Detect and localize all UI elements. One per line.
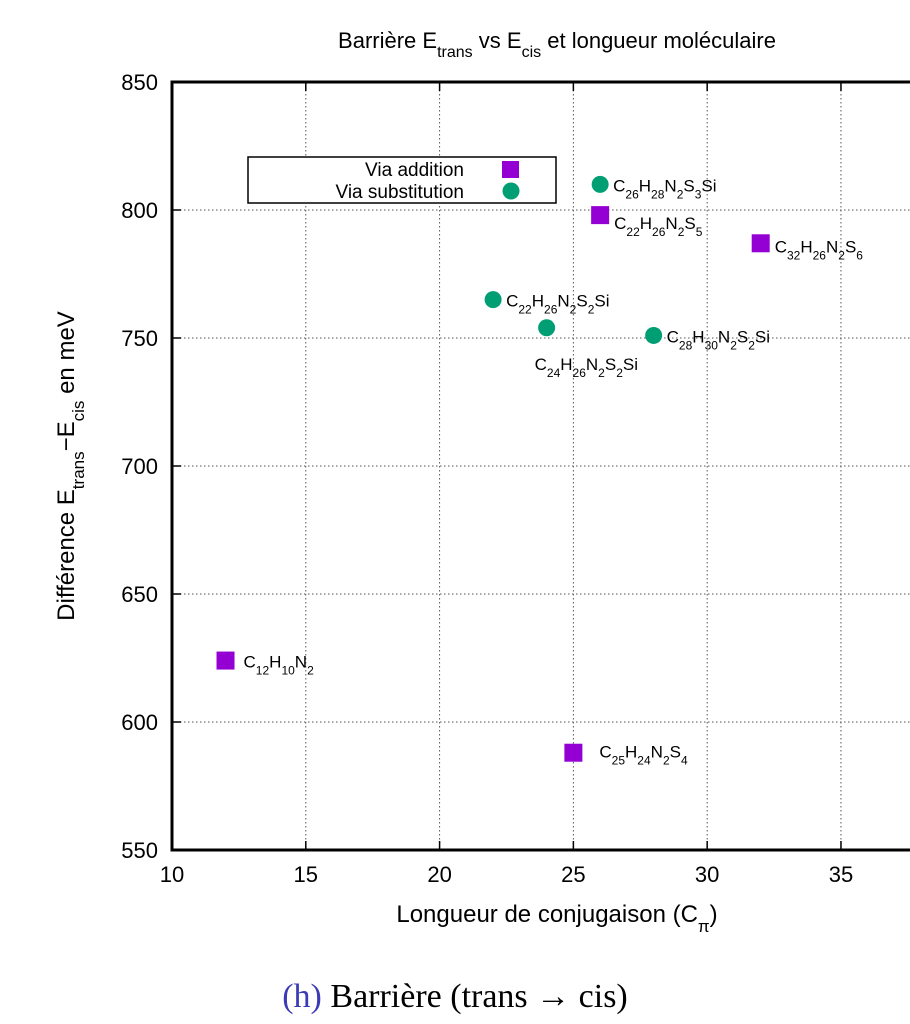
- legend-marker-circle: [502, 182, 520, 200]
- y-tick-label: 650: [121, 582, 158, 607]
- data-point-square: [564, 743, 583, 762]
- legend-entry-label: Via addition: [365, 160, 464, 181]
- x-tick-label: 35: [829, 862, 853, 887]
- chart-title: Barrière Etrans vs Ecis et longueur molé…: [338, 28, 776, 61]
- y-tick-label: 750: [121, 326, 158, 351]
- caption-text: Barrière (trans → cis): [321, 978, 628, 1015]
- y-tick-label: 850: [121, 70, 158, 95]
- data-point-square: [751, 234, 770, 253]
- legend-marker-square: [502, 161, 519, 178]
- data-point-circle: [538, 319, 556, 337]
- x-tick-label: 15: [294, 862, 318, 887]
- point-label: C12H10N2: [244, 653, 315, 678]
- point-label: C22H26N2S5: [614, 214, 703, 239]
- x-tick-label: 30: [695, 862, 719, 887]
- y-tick-label: 800: [121, 198, 158, 223]
- point-label: C24H26N2S2Si: [535, 355, 638, 380]
- x-tick-label: 10: [160, 862, 184, 887]
- legend-entry-label: Via substitution: [335, 182, 464, 203]
- point-label: C26H28N2S3Si: [613, 176, 716, 201]
- x-tick-label: 20: [427, 862, 451, 887]
- x-axis-label: Longueur de conjugaison (Cπ): [396, 901, 717, 936]
- caption-label: (h): [282, 978, 322, 1015]
- y-axis-label: Différence Etrans−Ecis en meV: [53, 311, 88, 621]
- point-label: C25H24N2S4: [599, 743, 688, 768]
- scatter-chart: 10 15 20 25 30 35 550 600 650 700 750 800 850 Barrièr…: [53, 28, 910, 936]
- data-point-square: [216, 651, 235, 670]
- point-label: C22H26N2S2Si: [506, 292, 609, 317]
- figure-caption: (h) Barrière (trans → cis): [0, 978, 910, 1016]
- point-label: C32H26N2S6: [775, 237, 864, 262]
- x-tick-label: 25: [561, 862, 585, 887]
- y-tick-label: 600: [121, 710, 158, 735]
- y-tick-label: 700: [121, 454, 158, 479]
- data-point-circle: [484, 291, 502, 309]
- data-point-square: [591, 206, 610, 225]
- y-tick-label: 550: [121, 838, 158, 863]
- data-point-circle: [645, 326, 663, 344]
- data-point-circle: [591, 175, 609, 193]
- point-label: C28H30N2S2Si: [667, 327, 770, 352]
